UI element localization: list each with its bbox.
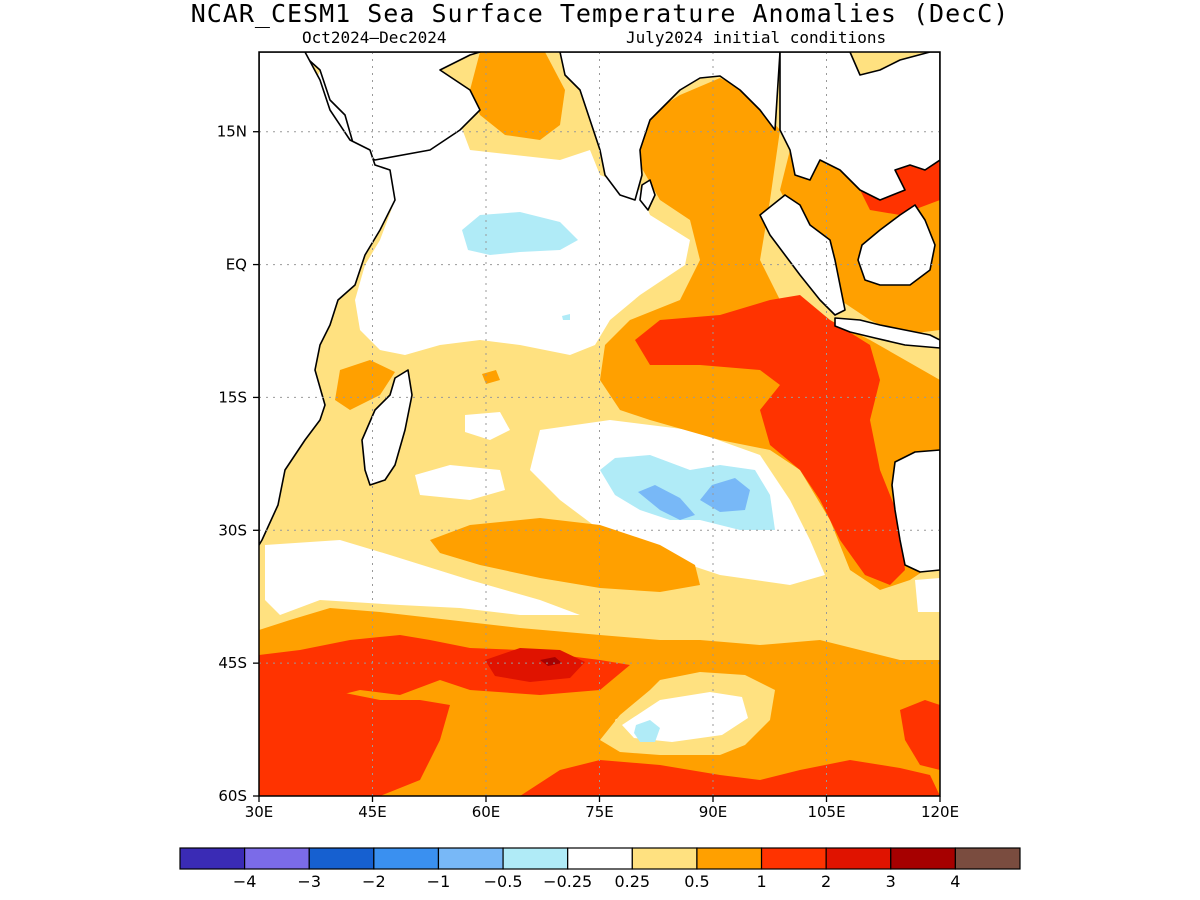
colorbar-label: 3 (886, 872, 896, 891)
colorbar-swatch (696, 847, 763, 870)
lat-tick-label: 15S (218, 388, 247, 406)
anomaly-near-zero-southwest (265, 540, 580, 615)
colorbar-swatch (760, 847, 827, 870)
anomaly-05-1-arabian-sea (470, 52, 565, 140)
lat-tick-label: 30S (218, 521, 247, 539)
colorbar-swatch (502, 847, 569, 870)
lon-tick-label: 105E (807, 803, 845, 821)
colorbar-swatch (373, 847, 440, 870)
anomaly-neg025-south-indian (600, 455, 775, 530)
anomaly-1-2-southern-west (259, 635, 630, 700)
anomaly-neg025-south-patch (634, 720, 660, 742)
land-indian-subcontinent (559, 52, 781, 201)
colorbar-swatch (437, 847, 504, 870)
colorbar-swatch (308, 847, 375, 870)
land-arabia-africa (259, 52, 481, 161)
colorbar-label: 0.5 (684, 872, 709, 891)
colorbar-label: −4 (233, 872, 257, 891)
colorbar-swatch (244, 847, 310, 870)
anomaly-near-zero-small-2 (415, 465, 505, 500)
colorbar-swatch (825, 847, 892, 870)
colorbar-label: 4 (950, 872, 960, 891)
lat-tick-label: 15N (217, 123, 247, 141)
colorbar-label: 2 (821, 872, 831, 891)
land-borneo (857, 204, 936, 286)
lon-tick-label: 45E (358, 803, 387, 821)
anomaly-2-3-spot (485, 648, 585, 682)
colorbar-label: −3 (297, 872, 321, 891)
anomaly-neg025-arabian (462, 212, 578, 255)
anomaly-neg025-small (562, 314, 570, 320)
graticule (259, 52, 940, 796)
colorbar: −4 −3 −2 −1 −0.5 −0.25 0.25 0.5 1 2 3 4 (179, 847, 1021, 891)
colorbar-swatch (954, 847, 1021, 870)
colorbar-label: 0.25 (614, 872, 650, 891)
lat-tick-label: 45S (218, 654, 247, 672)
lon-tick-label: 120E (921, 803, 959, 821)
colorbar-label: −0.5 (484, 872, 523, 891)
land-east-africa (259, 52, 396, 546)
anomaly-05-1-south-central (430, 518, 700, 592)
colorbar-label: −2 (362, 872, 386, 891)
colorbar-swatch (567, 847, 633, 870)
colorbar-swatch (179, 847, 246, 870)
figure-title: NCAR_CESM1 Sea Surface Temperature Anoma… (190, 0, 1010, 28)
anomaly-1-2-east-band (635, 295, 905, 585)
anomaly-1-2-southern-west-lower (259, 690, 450, 796)
lon-tick-label: 60E (472, 803, 501, 821)
colorbar-swatch (631, 847, 698, 870)
colorbar-label: 1 (756, 872, 766, 891)
colorbar-label: −0.25 (543, 872, 592, 891)
anomaly-near-zero-small-1 (465, 412, 510, 440)
colorbar-label: −1 (427, 872, 451, 891)
forecast-period: Oct2024–Dec2024 (302, 28, 447, 47)
anomaly-near-zero-southeast (915, 578, 940, 612)
anomaly-05-1-small-spot (482, 370, 500, 384)
colorbar-swatch (890, 847, 956, 870)
land-australia (891, 449, 940, 573)
land-southeast-asia (779, 52, 940, 201)
land-madagascar (361, 369, 413, 486)
lat-tick-label: 60S (218, 787, 247, 805)
anomaly-3-4-spot (540, 657, 562, 666)
anomaly-neg05-west (638, 485, 695, 520)
anomaly-1-2-southeast-corner (900, 700, 940, 770)
lat-tick-label: EQ (226, 256, 247, 274)
lon-tick-label: 30E (245, 803, 274, 821)
land-java (834, 317, 940, 349)
land-sri-lanka (639, 179, 656, 211)
lon-tick-label: 75E (585, 803, 614, 821)
anomaly-1-2-southern-mid-lower (520, 760, 940, 796)
land-malay-sumatra (759, 194, 846, 316)
initial-conditions: July2024 initial conditions (626, 28, 887, 47)
lon-tick-label: 90E (699, 803, 728, 821)
